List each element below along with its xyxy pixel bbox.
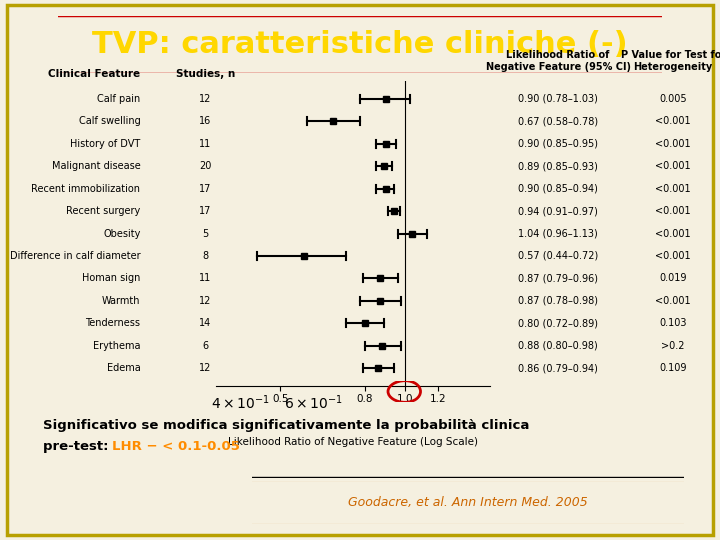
Text: Difference in calf diameter: Difference in calf diameter: [10, 251, 140, 261]
Text: Significativo se modifica significativamente la probabilità clinica: Significativo se modifica significativam…: [43, 418, 530, 431]
Text: 0.103: 0.103: [660, 318, 687, 328]
Text: 0.86 (0.79–0.94): 0.86 (0.79–0.94): [518, 363, 598, 373]
Text: 0.87 (0.79–0.96): 0.87 (0.79–0.96): [518, 273, 598, 284]
Text: 0.005: 0.005: [660, 94, 687, 104]
Text: <0.001: <0.001: [655, 139, 691, 149]
FancyBboxPatch shape: [243, 480, 693, 525]
Text: Recent surgery: Recent surgery: [66, 206, 140, 216]
Text: 17: 17: [199, 184, 212, 194]
Text: <0.001: <0.001: [655, 161, 691, 171]
Text: 16: 16: [199, 117, 212, 126]
Text: 0.57 (0.44–0.72): 0.57 (0.44–0.72): [518, 251, 598, 261]
Text: 0.90 (0.85–0.95): 0.90 (0.85–0.95): [518, 139, 598, 149]
Text: LHR − < 0.1-0.05: LHR − < 0.1-0.05: [112, 440, 240, 453]
Text: Goodacre, et al. Ann Intern Med. 2005: Goodacre, et al. Ann Intern Med. 2005: [348, 496, 588, 509]
Text: 0.90 (0.78–1.03): 0.90 (0.78–1.03): [518, 94, 598, 104]
Text: <0.001: <0.001: [655, 296, 691, 306]
Text: 12: 12: [199, 296, 212, 306]
Text: <0.001: <0.001: [655, 117, 691, 126]
Text: TVP: caratteristiche cliniche (-): TVP: caratteristiche cliniche (-): [92, 30, 628, 59]
Text: 5: 5: [202, 228, 208, 239]
Text: Calf pain: Calf pain: [97, 94, 140, 104]
Text: 0.89 (0.85–0.93): 0.89 (0.85–0.93): [518, 161, 598, 171]
Text: <0.001: <0.001: [655, 228, 691, 239]
Text: 0.94 (0.91–0.97): 0.94 (0.91–0.97): [518, 206, 598, 216]
FancyBboxPatch shape: [45, 15, 675, 74]
Text: Tenderness: Tenderness: [86, 318, 140, 328]
Text: 11: 11: [199, 273, 212, 284]
Text: 17: 17: [199, 206, 212, 216]
Text: Erythema: Erythema: [93, 341, 140, 350]
Text: 12: 12: [199, 363, 212, 373]
Text: <0.001: <0.001: [655, 184, 691, 194]
Text: 0.67 (0.58–0.78): 0.67 (0.58–0.78): [518, 117, 598, 126]
Text: P Value for Test for
Heterogeneity: P Value for Test for Heterogeneity: [621, 50, 720, 72]
Text: 0.109: 0.109: [660, 363, 687, 373]
Text: 12: 12: [199, 94, 212, 104]
Text: Edema: Edema: [107, 363, 140, 373]
Text: History of DVT: History of DVT: [70, 139, 140, 149]
Text: 14: 14: [199, 318, 212, 328]
Text: Calf swelling: Calf swelling: [78, 117, 140, 126]
Text: Obesity: Obesity: [103, 228, 140, 239]
Text: Malignant disease: Malignant disease: [52, 161, 140, 171]
Text: pre-test:: pre-test:: [43, 440, 113, 453]
Text: Warmth: Warmth: [102, 296, 140, 306]
Text: Likelihood Ratio of
Negative Feature (95% CI): Likelihood Ratio of Negative Feature (95…: [485, 50, 631, 72]
Text: 0.90 (0.85–0.94): 0.90 (0.85–0.94): [518, 184, 598, 194]
Text: Studies, n: Studies, n: [176, 69, 235, 79]
Text: 11: 11: [199, 139, 212, 149]
FancyBboxPatch shape: [7, 5, 713, 535]
Text: <0.001: <0.001: [655, 251, 691, 261]
Text: 1.04 (0.96–1.13): 1.04 (0.96–1.13): [518, 228, 598, 239]
Text: >0.2: >0.2: [662, 341, 685, 350]
Text: 0.019: 0.019: [660, 273, 687, 284]
X-axis label: Likelihood Ratio of Negative Feature (Log Scale): Likelihood Ratio of Negative Feature (Lo…: [228, 437, 478, 447]
Text: 0.80 (0.72–0.89): 0.80 (0.72–0.89): [518, 318, 598, 328]
Text: 8: 8: [202, 251, 208, 261]
Text: <0.001: <0.001: [655, 206, 691, 216]
Text: Recent immobilization: Recent immobilization: [32, 184, 140, 194]
Text: 0.87 (0.78–0.98): 0.87 (0.78–0.98): [518, 296, 598, 306]
Text: Clinical Feature: Clinical Feature: [48, 69, 140, 79]
Text: 20: 20: [199, 161, 212, 171]
Text: 0.88 (0.80–0.98): 0.88 (0.80–0.98): [518, 341, 598, 350]
Text: Homan sign: Homan sign: [82, 273, 140, 284]
Text: 6: 6: [202, 341, 208, 350]
